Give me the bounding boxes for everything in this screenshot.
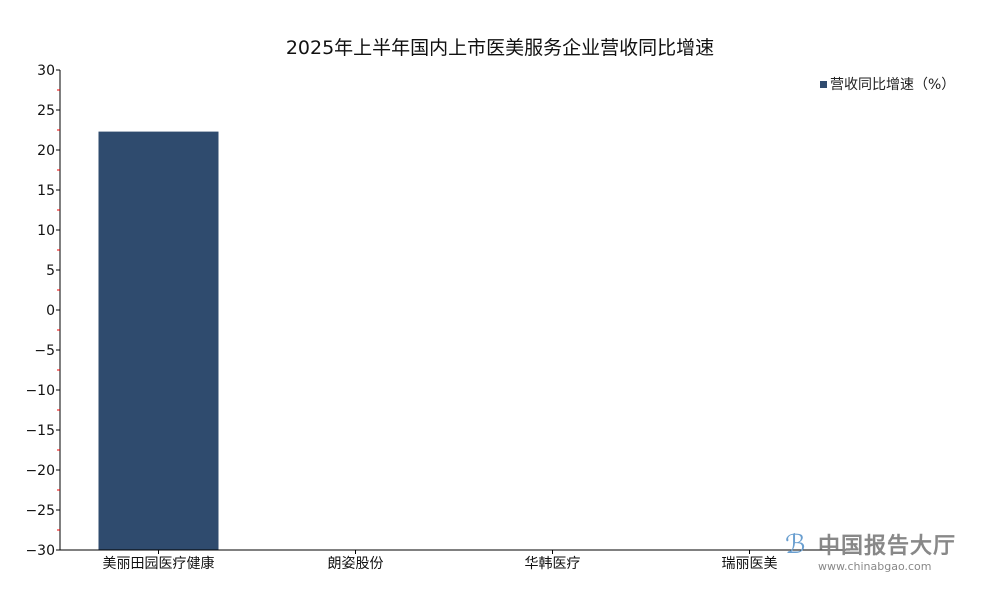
watermark-logo-icon: ℬ [785, 530, 806, 560]
x-tick-label: 瑞丽医美 [722, 556, 778, 572]
y-tick-label: 5 [46, 263, 55, 279]
y-tick-label: 30 [37, 63, 55, 79]
chart-title: 2025年上半年国内上市医美服务企业营收同比增速 [285, 37, 715, 59]
legend: 营收同比增速（%） [820, 74, 955, 94]
y-tick-label: −30 [25, 543, 55, 559]
y-tick-label: 0 [46, 303, 55, 319]
watermark-url: www.chinabgao.com [818, 560, 932, 573]
legend-swatch [820, 80, 827, 88]
y-tick-label: 10 [37, 223, 55, 239]
x-tick-label: 美丽田园医疗健康 [103, 555, 215, 572]
y-tick-label: −5 [34, 343, 55, 359]
x-tick-label: 朗姿股份 [328, 556, 384, 572]
watermark-name: 中国报告大厅 [818, 534, 957, 559]
y-tick-label: −25 [25, 503, 55, 519]
bar [98, 131, 219, 550]
watermark: ℬ 中国报告大厅 www.chinabgao.com [785, 528, 956, 573]
y-tick-label: −10 [25, 383, 55, 399]
y-tick-label: 15 [37, 183, 55, 199]
y-tick-label: 25 [37, 103, 55, 119]
y-tick-label: 20 [37, 143, 55, 159]
y-tick-label: −15 [25, 423, 55, 439]
y-tick-label: −20 [25, 463, 55, 479]
x-tick-label: 华韩医疗 [525, 556, 581, 572]
legend-label: 营收同比增速（%） [830, 77, 956, 93]
